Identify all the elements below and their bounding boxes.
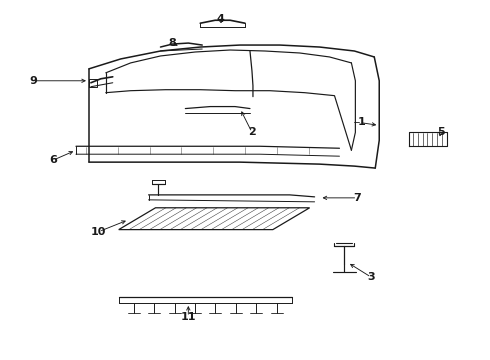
Text: 2: 2 [248, 127, 256, 138]
Text: 10: 10 [91, 226, 106, 237]
Text: 11: 11 [181, 312, 196, 322]
Text: 1: 1 [358, 117, 365, 127]
Text: 7: 7 [353, 193, 361, 203]
Text: 4: 4 [216, 14, 224, 24]
Text: 6: 6 [49, 155, 57, 165]
Text: 3: 3 [368, 272, 375, 282]
Text: 5: 5 [437, 127, 445, 138]
Text: 9: 9 [29, 76, 37, 86]
Text: 8: 8 [169, 38, 176, 48]
